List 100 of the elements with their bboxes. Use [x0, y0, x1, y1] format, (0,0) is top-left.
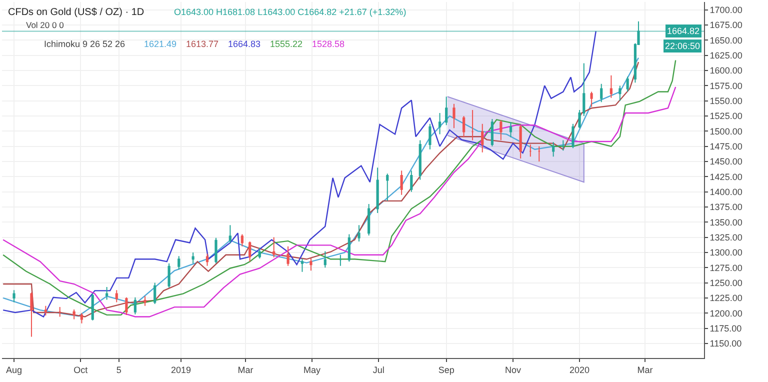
y-tick-label: 1225.00 [710, 293, 742, 304]
text: CFDs on Gold (US$ / OZ) · 1D [8, 7, 144, 18]
candlestick [529, 144, 532, 158]
candlestick [168, 262, 170, 288]
candlestick [91, 292, 94, 321]
annotation: Ichimoku 9 26 52 26 [44, 39, 126, 49]
candlestick [80, 312, 83, 324]
annotation: 22:06:50 [665, 41, 700, 51]
candlestick [44, 305, 47, 316]
candlestick [445, 96, 448, 126]
text: 1555.22 [270, 39, 303, 49]
candlestick [462, 116, 466, 138]
x-tick-label: Mar [637, 364, 653, 375]
x-tick-label: May [304, 364, 322, 375]
candlestick [228, 224, 232, 244]
y-tick-label: 1375.00 [710, 202, 742, 212]
x-tick-label: 2020 [570, 364, 590, 375]
y-tick-label: 1600.00 [710, 66, 742, 76]
y-tick-label: 1200.00 [710, 308, 742, 318]
candlestick [30, 292, 33, 338]
candlestick [471, 109, 474, 141]
y-tick-label: 1650.00 [710, 35, 742, 46]
x-tick-label: Sep [438, 364, 454, 375]
y-tick-label: 1575.00 [710, 80, 742, 91]
x-tick-label: Nov [504, 364, 522, 375]
y-tick-label: 1425.00 [710, 172, 742, 182]
candlestick [610, 74, 612, 98]
candlestick [154, 282, 156, 305]
y-tick-label: 1400.00 [710, 186, 742, 197]
candlestick [192, 252, 194, 264]
text: 1621.49 [144, 39, 177, 49]
candlestick [500, 120, 502, 141]
y-tick-label: 1525.00 [710, 111, 742, 122]
candlestick [248, 241, 252, 262]
candlestick [358, 224, 360, 242]
y-tick-label: 1350.00 [710, 217, 742, 228]
candlestick [600, 83, 603, 103]
text: 1528.58 [312, 39, 345, 49]
y-tick-label: 1175.00 [710, 323, 742, 334]
x-tick-label: Aug [6, 364, 22, 375]
y-tick-label: 1475.00 [710, 141, 742, 152]
candlestick [72, 308, 76, 320]
annotation: O1643.00 H1681.08 L1643.00 C1664.82 +21.67 (+1.32%) [174, 7, 406, 17]
candlestick [386, 173, 389, 202]
candlestick [618, 85, 622, 102]
candlestick [552, 142, 555, 158]
x-tick-label: 2019 [171, 364, 192, 375]
y-tick-label: 1550.00 [710, 96, 742, 106]
candlestick [134, 296, 136, 315]
candlestick [410, 170, 413, 192]
candlestick [144, 296, 146, 306]
ref-line-label: 1664.82 [667, 26, 700, 36]
y-tick-label: 1675.00 [710, 20, 742, 30]
candlestick [206, 253, 209, 266]
candlestick [519, 124, 522, 159]
x-tick-label: Mar [238, 364, 254, 375]
candlestick [538, 146, 540, 162]
candlestick [368, 203, 370, 236]
y-tick-label: 1625.00 [710, 50, 742, 61]
candlestick [58, 306, 62, 318]
candlestick [339, 254, 342, 266]
candlestick [376, 167, 379, 214]
candlestick [115, 290, 118, 303]
candlestick [272, 236, 276, 258]
x-tick-label: 5 [116, 364, 122, 375]
y-tick-label: 1325.00 [710, 232, 742, 242]
candlestick [214, 237, 218, 264]
y-tick-label: 1300.00 [710, 248, 742, 258]
candlestick [428, 123, 432, 150]
candlestick [125, 296, 128, 316]
candlestick [258, 247, 261, 260]
y-tick-label: 1275.00 [710, 262, 742, 273]
y-tick-label: 1150.00 [710, 338, 742, 349]
candlestick [572, 123, 574, 149]
candlestick [509, 122, 512, 138]
candlestick [178, 256, 180, 270]
text: 1613.77 [186, 39, 219, 49]
annotation: Vol 20 0 0 [26, 20, 64, 30]
x-tick-label: Jul [372, 364, 384, 375]
text: 1664.83 [228, 39, 261, 49]
candlestick [490, 118, 494, 147]
candlestick [286, 246, 290, 266]
y-tick-label: 1500.00 [710, 126, 742, 136]
candlestick [400, 170, 403, 196]
candlestick [240, 234, 244, 247]
candlestick [452, 103, 456, 129]
candlestick [106, 286, 108, 300]
x-tick-label: Oct [74, 364, 88, 375]
candlestick [481, 123, 484, 153]
candlestick [324, 250, 326, 268]
y-tick-label: 1450.00 [710, 156, 742, 167]
candlestick [562, 140, 564, 152]
y-tick-label: 1700.00 [710, 5, 742, 16]
candlestick [418, 140, 422, 180]
y-tick-label: 1250.00 [710, 278, 742, 288]
candlestick [12, 290, 16, 303]
candlestick [310, 258, 312, 272]
candlestick [438, 112, 442, 135]
candlestick [590, 91, 593, 108]
candlestick [300, 258, 304, 272]
